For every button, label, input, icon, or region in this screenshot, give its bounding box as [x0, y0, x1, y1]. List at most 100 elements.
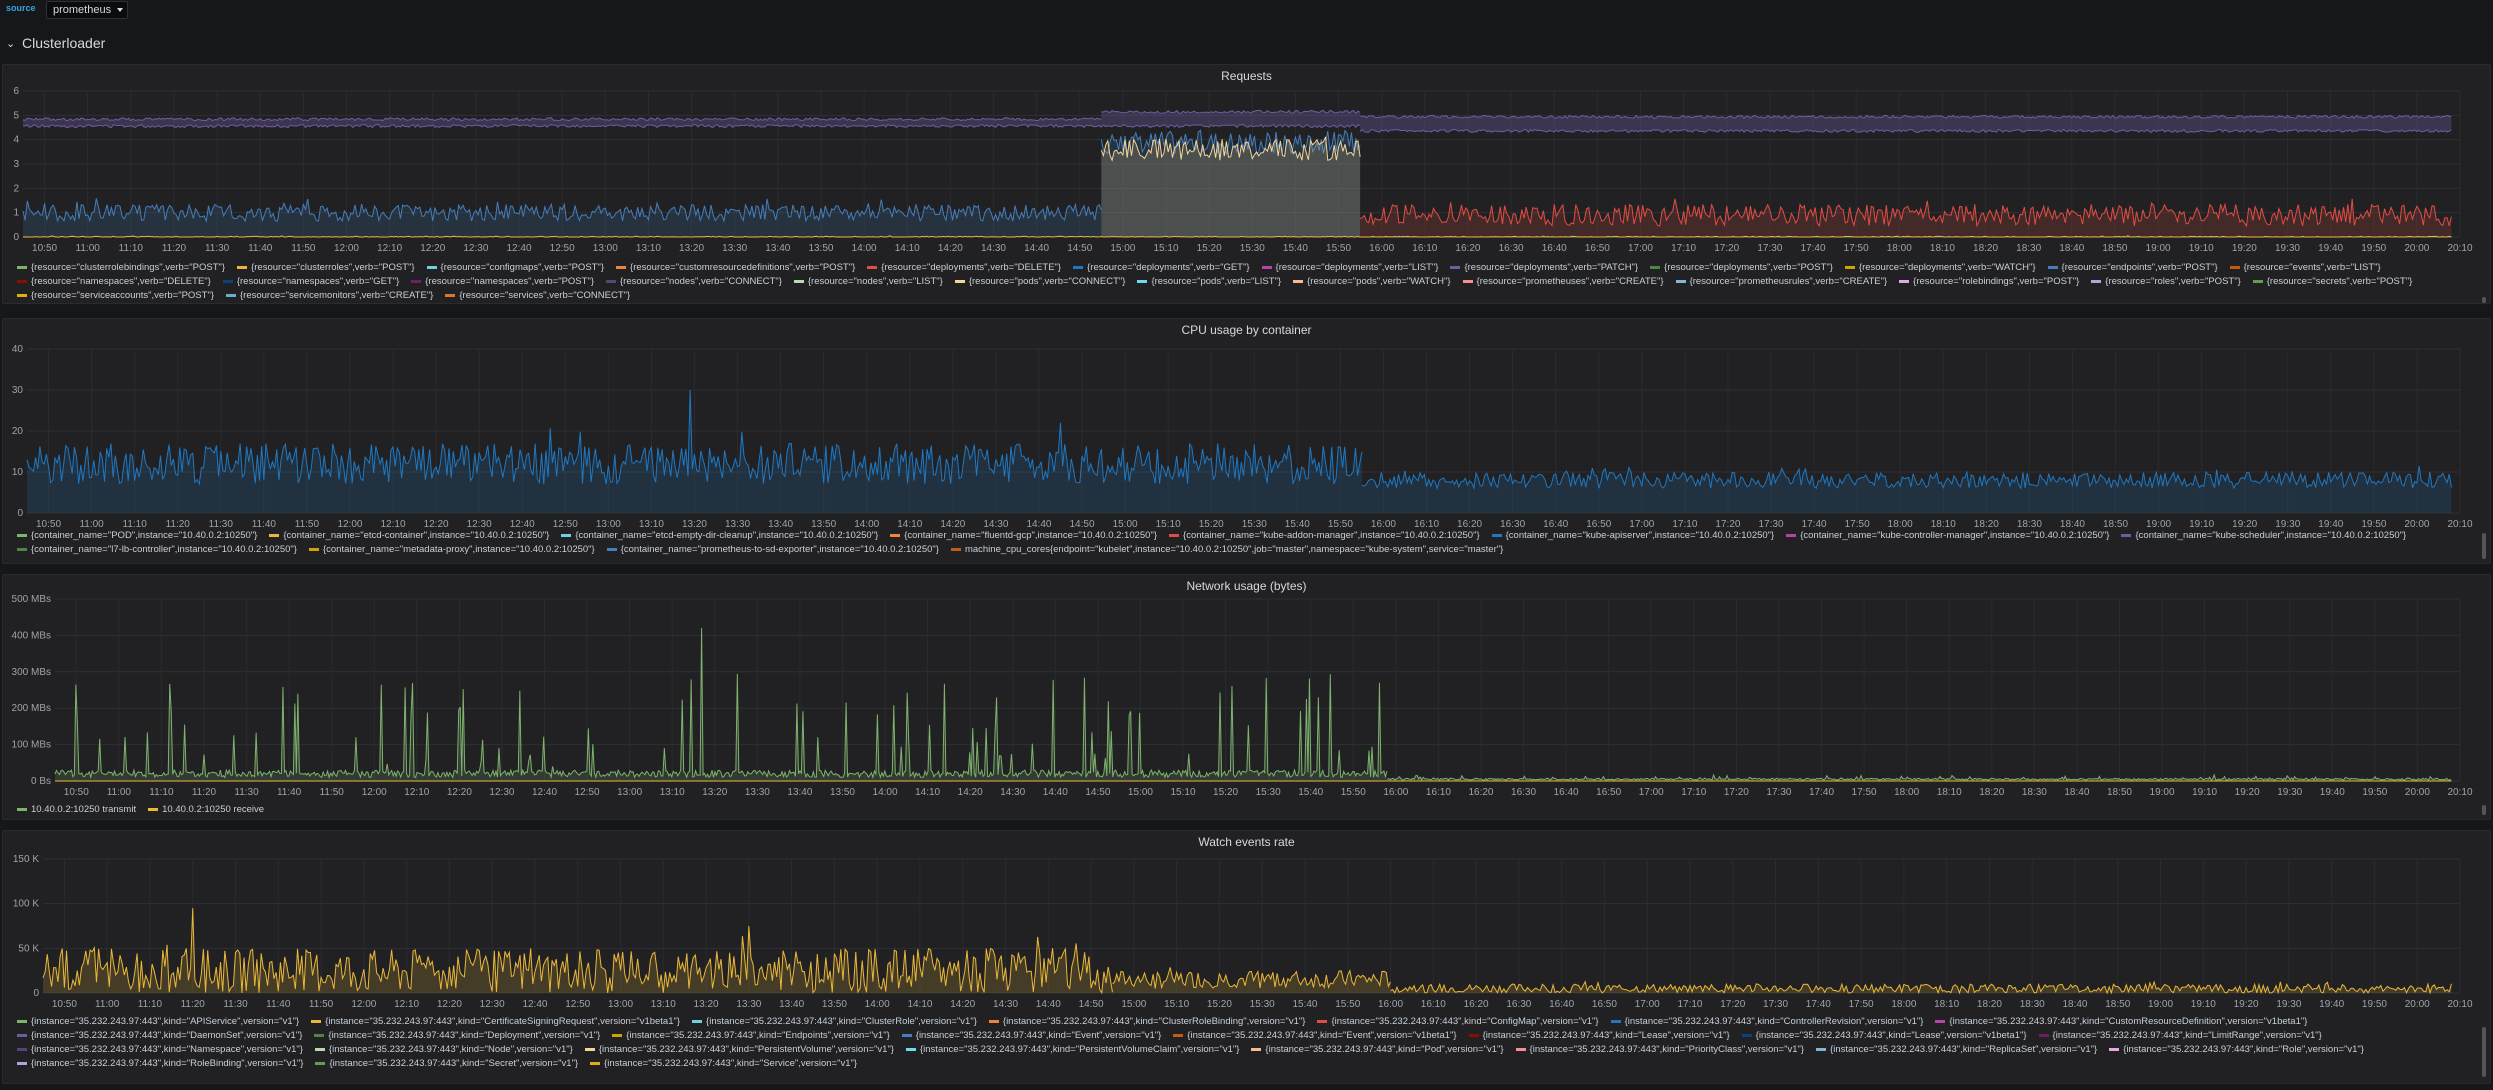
legend-item[interactable]: {resource="namespaces",verb="POST"} [411, 275, 594, 289]
panel-title[interactable]: CPU usage by container [1181, 323, 1312, 337]
legend-item[interactable]: {instance="35.232.243.97:443",kind="Conf… [1317, 1015, 1599, 1029]
legend-label: {container_name="kube-apiserver",instanc… [1505, 530, 1775, 541]
legend-scrollbar[interactable] [2482, 297, 2486, 303]
legend-item[interactable]: {resource="serviceaccounts",verb="POST"} [17, 289, 214, 303]
panel-title[interactable]: Network usage (bytes) [1186, 579, 1307, 593]
x-tick-label: 12:10 [377, 243, 402, 254]
legend-item[interactable]: {resource="deployments",verb="LIST"} [1261, 261, 1438, 275]
legend-swatch [17, 547, 27, 551]
legend-item[interactable]: {instance="35.232.243.97:443",kind="Prio… [1515, 1043, 1804, 1057]
legend-item[interactable]: {instance="35.232.243.97:443",kind="Pod"… [1251, 1043, 1504, 1057]
legend-item[interactable]: {resource="services",verb="CONNECT"} [445, 289, 630, 303]
legend-item[interactable]: {container_name="kube-controller-manager… [1786, 529, 2109, 543]
x-tick-label: 16:50 [1596, 787, 1621, 798]
y-tick-label: 10 [12, 467, 24, 478]
legend-item[interactable]: {resource="endpoints",verb="POST"} [2047, 261, 2218, 275]
x-tick-label: 19:10 [2191, 999, 2216, 1010]
legend-item[interactable]: {container_name="prometheus-to-sd-export… [606, 543, 939, 557]
legend-item[interactable]: 10.40.0.2:10250 receive [148, 803, 264, 817]
legend-item[interactable]: {instance="35.232.243.97:443",kind="Even… [901, 1029, 1161, 1043]
x-tick-label: 19:20 [2232, 519, 2257, 530]
legend-item[interactable]: {container_name="kube-apiserver",instanc… [1491, 529, 1775, 543]
legend-item[interactable]: {resource="pods",verb="CONNECT"} [954, 275, 1125, 289]
legend-item[interactable]: {instance="35.232.243.97:443",kind="Leas… [1741, 1029, 2027, 1043]
legend-item[interactable]: {container_name="kube-scheduler",instanc… [2121, 529, 2406, 543]
x-tick-label: 19:00 [2150, 787, 2175, 798]
legend-item[interactable]: {container_name="fluentd-gcp",instance="… [890, 529, 1157, 543]
legend-item[interactable]: {resource="pods",verb="LIST"} [1137, 275, 1281, 289]
legend-item[interactable]: {instance="35.232.243.97:443",kind="Cert… [311, 1015, 680, 1029]
legend-label: {instance="35.232.243.97:443",kind="Clus… [706, 1016, 977, 1027]
legend-item[interactable]: {instance="35.232.243.97:443",kind="Name… [17, 1043, 303, 1057]
legend-item[interactable]: {resource="prometheuses",verb="CREATE"} [1462, 275, 1664, 289]
legend-swatch [1261, 265, 1272, 269]
legend-label: {instance="35.232.243.97:443",kind="Name… [31, 1044, 303, 1055]
legend-item[interactable]: {container_name="metadata-proxy",instanc… [308, 543, 595, 557]
legend-item[interactable]: {instance="35.232.243.97:443",kind="Role… [17, 1057, 303, 1071]
chevron-down-icon[interactable]: ⌄ [6, 38, 16, 50]
legend-item[interactable]: {resource="deployments",verb="DELETE"} [867, 261, 1061, 275]
legend-item[interactable]: {instance="35.232.243.97:443",kind="Even… [1173, 1029, 1457, 1043]
legend-item[interactable]: {instance="35.232.243.97:443",kind="Leas… [1468, 1029, 1730, 1043]
legend-item[interactable]: {instance="35.232.243.97:443",kind="Depl… [314, 1029, 600, 1043]
legend-item[interactable]: {resource="namespaces",verb="GET"} [222, 275, 399, 289]
series-line [1100, 123, 1361, 129]
legend-item[interactable]: 10.40.0.2:10250 transmit [17, 803, 136, 817]
legend-item[interactable]: {instance="35.232.243.97:443",kind="Serv… [590, 1057, 857, 1071]
legend-item[interactable]: {instance="35.232.243.97:443",kind="Limi… [2038, 1029, 2322, 1043]
legend-item[interactable]: {resource="events",verb="LIST"} [2229, 261, 2381, 275]
legend-scrollbar[interactable] [2482, 805, 2486, 815]
legend-item[interactable]: {container_name="l7-lb-controller",insta… [17, 543, 297, 557]
legend-item[interactable]: {instance="35.232.243.97:443",kind="Cont… [1610, 1015, 1923, 1029]
legend-item[interactable]: {instance="35.232.243.97:443",kind="Pers… [905, 1043, 1239, 1057]
datasource-value: prometheus [53, 4, 112, 16]
legend-item[interactable]: {resource="pods",verb="WATCH"} [1293, 275, 1451, 289]
panel-title[interactable]: Watch events rate [1198, 835, 1295, 849]
series-area [1360, 198, 2452, 237]
legend-item[interactable]: {resource="deployments",verb="POST"} [1650, 261, 1833, 275]
series-area [23, 198, 1102, 237]
legend-label: {instance="35.232.243.97:443",kind="Serv… [604, 1058, 858, 1069]
legend-item[interactable]: {resource="clusterroles",verb="POST"} [237, 261, 415, 275]
legend-item[interactable]: {instance="35.232.243.97:443",kind="Repl… [1816, 1043, 2097, 1057]
legend-item[interactable]: {instance="35.232.243.97:443",kind="Clus… [692, 1015, 977, 1029]
panel-title[interactable]: Requests [1221, 69, 1272, 83]
dashboard-row-header[interactable]: ⌄ Clusterloader [0, 34, 600, 54]
legend-item[interactable]: {container_name="POD",instance="10.40.0.… [17, 529, 257, 543]
legend-item[interactable]: {instance="35.232.243.97:443",kind="Node… [314, 1043, 573, 1057]
legend-item[interactable]: {container_name="etcd-container",instanc… [269, 529, 549, 543]
legend-item[interactable]: {instance="35.232.243.97:443",kind="Clus… [988, 1015, 1305, 1029]
legend-item[interactable]: machine_cpu_cores{endpoint="kubelet",ins… [950, 543, 1503, 557]
legend-item[interactable]: {instance="35.232.243.97:443",kind="APIS… [17, 1015, 299, 1029]
legend-item[interactable]: {instance="35.232.243.97:443",kind="Endp… [612, 1029, 890, 1043]
legend-scrollbar[interactable] [2482, 1027, 2486, 1077]
legend-item[interactable]: {container_name="etcd-empty-dir-cleanup"… [561, 529, 878, 543]
legend-item[interactable]: {resource="secrets",verb="POST"} [2252, 275, 2412, 289]
legend-item[interactable]: {resource="deployments",verb="WATCH"} [1844, 261, 2036, 275]
legend-item[interactable]: {instance="35.232.243.97:443",kind="Pers… [584, 1043, 894, 1057]
legend-item[interactable]: {resource="prometheusrules",verb="CREATE… [1675, 275, 1887, 289]
legend-item[interactable]: {resource="configmaps",verb="POST"} [426, 261, 604, 275]
legend-swatch [2038, 1033, 2049, 1037]
x-tick-label: 18:30 [2016, 243, 2041, 254]
legend-item[interactable]: {instance="35.232.243.97:443",kind="Daem… [17, 1029, 302, 1043]
legend-scrollbar[interactable] [2482, 533, 2486, 559]
x-tick-label: 18:50 [2103, 519, 2128, 530]
legend-item[interactable]: {resource="deployments",verb="GET"} [1073, 261, 1250, 275]
legend-item[interactable]: {resource="roles",verb="POST"} [2091, 275, 2241, 289]
legend-item[interactable]: {resource="nodes",verb="LIST"} [793, 275, 943, 289]
legend-item[interactable]: {resource="customresourcedefinitions",ve… [616, 261, 855, 275]
legend-item[interactable]: {container_name="kube-addon-manager",ins… [1169, 529, 1480, 543]
legend-item[interactable]: {resource="clusterrolebindings",verb="PO… [17, 261, 225, 275]
legend-item[interactable]: {resource="namespaces",verb="DELETE"} [17, 275, 211, 289]
x-tick-label: 13:40 [787, 787, 812, 798]
legend-item[interactable]: {resource="nodes",verb="CONNECT"} [606, 275, 782, 289]
legend-item[interactable]: {instance="35.232.243.97:443",kind="Cust… [1935, 1015, 2307, 1029]
legend-item[interactable]: {resource="deployments",verb="PATCH"} [1450, 261, 1638, 275]
legend-item[interactable]: {resource="rolebindings",verb="POST"} [1899, 275, 2079, 289]
legend-item[interactable]: {instance="35.232.243.97:443",kind="Secr… [315, 1057, 578, 1071]
datasource-select[interactable]: prometheus [46, 1, 129, 19]
legend-item[interactable]: {resource="servicemonitors",verb="CREATE… [226, 289, 433, 303]
x-tick-label: 11:00 [95, 999, 120, 1010]
legend-item[interactable]: {instance="35.232.243.97:443",kind="Role… [2109, 1043, 2364, 1057]
